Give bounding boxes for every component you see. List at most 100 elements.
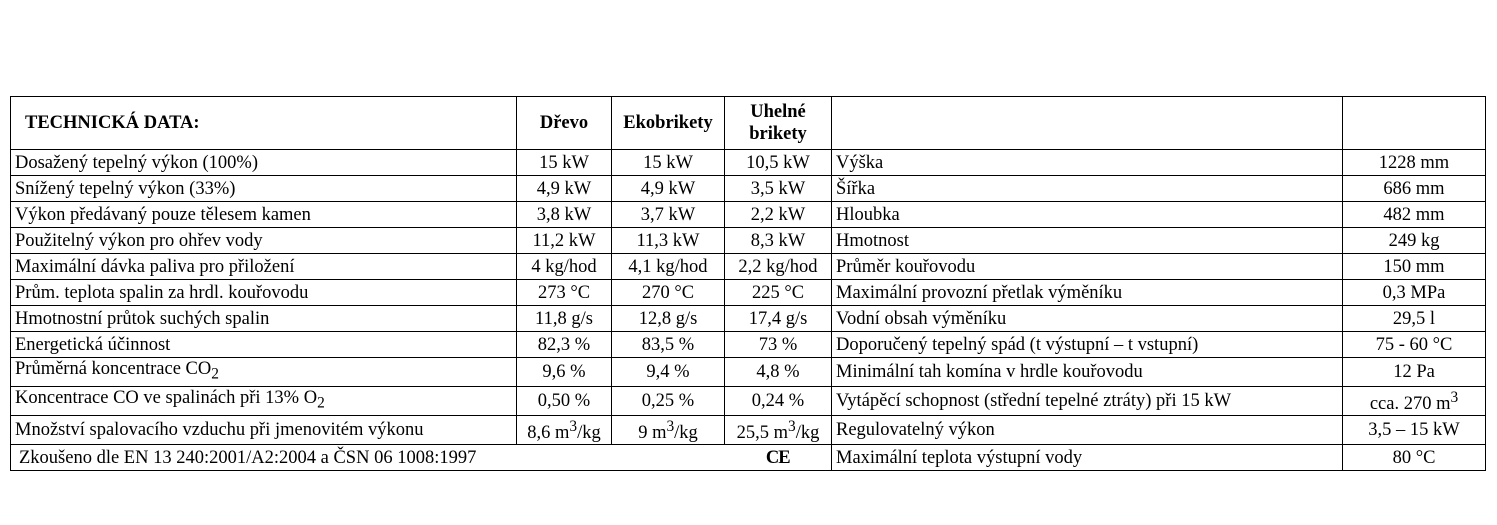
col-header-wood: Dřevo (516, 96, 612, 150)
value-text: 25,5 m (736, 423, 789, 443)
param-value: 150 mm (1342, 253, 1486, 280)
param-value: 3,5 – 15 kW (1342, 414, 1486, 446)
param-value: 75 - 60 °C (1342, 331, 1486, 358)
value-coal: 2,2 kW (724, 201, 832, 228)
value-wood: 3,8 kW (516, 201, 612, 228)
value-wood: 82,3 % (516, 331, 612, 358)
value-wood: 11,2 kW (516, 227, 612, 254)
value-eco: 9,4 % (611, 357, 725, 387)
table-row-footer: Zkoušeno dle EN 13 240:2001/A2:2004 a ČS… (10, 444, 1486, 471)
param-label: Hmotnost (831, 227, 1343, 254)
superscript: 3 (569, 417, 578, 435)
table-row: Snížený tepelný výkon (33%) 4,9 kW 4,9 k… (10, 175, 1486, 202)
param-label: Vytápěcí schopnost (střední tepelné ztrá… (831, 385, 1343, 416)
value-coal: 73 % (724, 331, 832, 358)
value-wood: 4 kg/hod (516, 253, 612, 280)
param-label: Regulovatelný výkon (831, 414, 1343, 446)
param-value: 0,3 MPa (1342, 279, 1486, 306)
value-coal: 8,3 kW (724, 227, 832, 254)
value-eco: 9 m3/kg (611, 414, 725, 446)
param-value: 29,5 l (1342, 305, 1486, 332)
value-eco: 4,9 kW (611, 175, 725, 202)
row-label: Maximální dávka paliva pro přiložení (10, 253, 517, 280)
param-label: Minimální tah komína v hrdle kouřovodu (831, 357, 1343, 387)
value-wood: 15 kW (516, 149, 612, 176)
table-header-row: TECHNICKÁ DATA: Dřevo Ekobrikety Uhelné … (10, 96, 1486, 150)
subscript: 2 (211, 365, 219, 383)
row-label-text: Koncentrace CO ve spalinách při 13% O (15, 387, 318, 408)
value-eco: 0,25 % (611, 385, 725, 416)
param-value: 80 °C (1342, 444, 1486, 471)
value-coal: 2,2 kg/hod (724, 253, 832, 280)
value-unit: /kg (577, 423, 601, 443)
table-row: Koncentrace CO ve spalinách při 13% O2 0… (10, 385, 1486, 416)
value-unit: /kg (674, 423, 698, 443)
param-value: 249 kg (1342, 227, 1486, 254)
table-row: Průměrná koncentrace CO2 9,6 % 9,4 % 4,8… (10, 357, 1486, 387)
row-label: Průměrná koncentrace CO2 (10, 357, 517, 387)
value-coal: 10,5 kW (724, 149, 832, 176)
value-coal: 25,5 m3/kg (724, 414, 832, 446)
param-label: Maximální teplota výstupní vody (831, 444, 1343, 471)
value-coal: 4,8 % (724, 357, 832, 387)
value-wood: 273 °C (516, 279, 612, 306)
value-coal: 225 °C (724, 279, 832, 306)
value-unit: /kg (795, 423, 820, 443)
param-value: 686 mm (1342, 175, 1486, 202)
param-value: 482 mm (1342, 201, 1486, 228)
right-header-blank-value (1342, 96, 1486, 150)
value-eco: 4,1 kg/hod (611, 253, 725, 280)
value-coal: 3,5 kW (724, 175, 832, 202)
value-wood: 4,9 kW (516, 175, 612, 202)
table-row: Maximální dávka paliva pro přiložení 4 k… (10, 253, 1486, 280)
row-label: Hmotnostní průtok suchých spalin (10, 305, 517, 332)
table-row: Hmotnostní průtok suchých spalin 11,8 g/… (10, 305, 1486, 332)
row-label: Koncentrace CO ve spalinách při 13% O2 (10, 385, 517, 416)
table-row: Výkon předávaný pouze tělesem kamen 3,8 … (10, 201, 1486, 228)
param-value: cca. 270 m3 (1342, 385, 1486, 416)
superscript: 3 (788, 417, 796, 435)
value-eco: 11,3 kW (611, 227, 725, 254)
row-label: Snížený tepelný výkon (33%) (10, 175, 517, 202)
test-standard-note: Zkoušeno dle EN 13 240:2001/A2:2004 a ČS… (10, 444, 725, 471)
superscript: 3 (1450, 388, 1459, 406)
row-label: Dosažený tepelný výkon (100%) (10, 149, 517, 176)
value-wood: 9,6 % (516, 357, 612, 387)
row-label: Množství spalovacího vzduchu při jmenovi… (10, 414, 517, 446)
table-title: TECHNICKÁ DATA: (10, 96, 517, 150)
value-wood: 8,6 m3/kg (516, 414, 612, 446)
col-header-coal-briquettes: Uhelné brikety (724, 96, 832, 150)
value-text: 8,6 m (527, 423, 570, 443)
subscript: 2 (317, 394, 325, 412)
value-wood: 11,8 g/s (516, 305, 612, 332)
param-label: Doporučený tepelný spád (t výstupní – t … (831, 331, 1343, 358)
param-label: Maximální provozní přetlak výměníku (831, 279, 1343, 306)
table-row: Množství spalovacího vzduchu při jmenovi… (10, 414, 1486, 446)
param-label: Vodní obsah výměníku (831, 305, 1343, 332)
row-label: Prům. teplota spalin za hrdl. kouřovodu (10, 279, 517, 306)
value-coal: 17,4 g/s (724, 305, 832, 332)
param-label: Šířka (831, 175, 1343, 202)
table-row: Použitelný výkon pro ohřev vody 11,2 kW … (10, 227, 1486, 254)
param-value: 12 Pa (1342, 357, 1486, 387)
value-eco: 15 kW (611, 149, 725, 176)
row-label: Výkon předávaný pouze tělesem kamen (10, 201, 517, 228)
row-label-text: Průměrná koncentrace CO (15, 359, 212, 379)
value-eco: 12,8 g/s (611, 305, 725, 332)
value-coal: 0,24 % (724, 385, 832, 416)
param-value: 1228 mm (1342, 149, 1486, 176)
col-header-coal-line2: brikety (749, 124, 807, 144)
row-label: Energetická účinnost (10, 331, 517, 358)
col-header-coal-line1: Uhelné (750, 102, 806, 122)
param-label: Výška (831, 149, 1343, 176)
value-wood: 0,50 % (516, 385, 612, 416)
right-header-blank (831, 96, 1343, 150)
technical-data-table: TECHNICKÁ DATA: Dřevo Ekobrikety Uhelné … (10, 96, 1486, 471)
row-label: Použitelný výkon pro ohřev vody (10, 227, 517, 254)
value-text: 9 m (638, 423, 667, 443)
param-value-text: cca. 270 m (1369, 393, 1451, 414)
param-label: Průměr kouřovodu (831, 253, 1343, 280)
value-eco: 83,5 % (611, 331, 725, 358)
table-row: Prům. teplota spalin za hrdl. kouřovodu … (10, 279, 1486, 306)
col-header-ecobriquettes: Ekobrikety (611, 96, 725, 150)
